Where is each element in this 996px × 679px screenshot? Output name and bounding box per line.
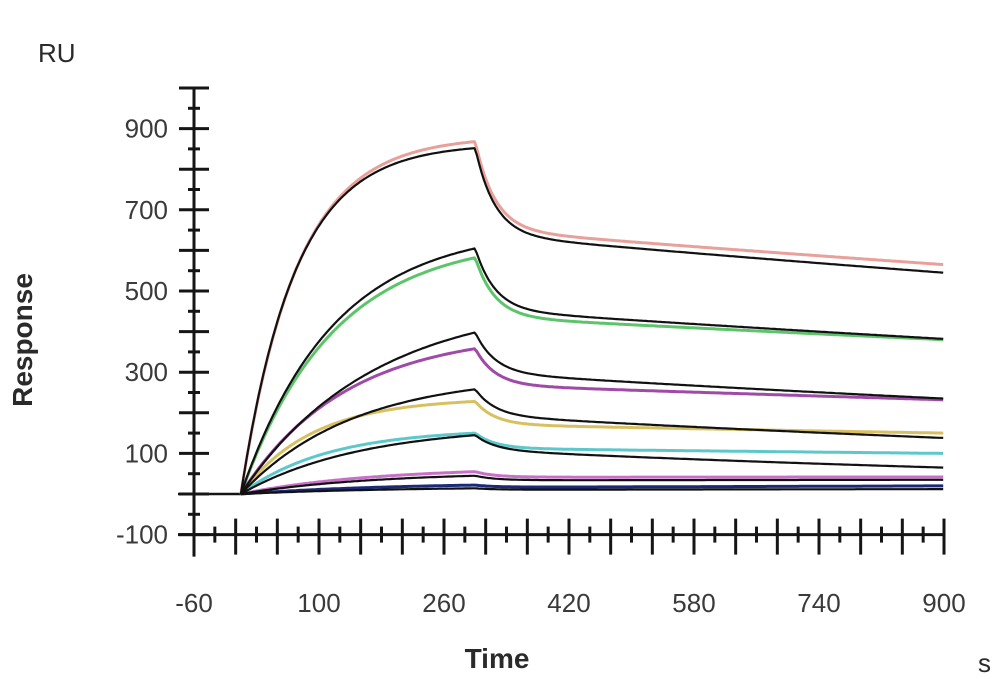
y-tick-label: 500	[125, 276, 168, 306]
y-tick-label: 300	[125, 357, 168, 387]
series-line-conc-7-data	[240, 483, 944, 496]
y-tick-label: 100	[125, 438, 168, 468]
x-axis-title: Time	[465, 643, 530, 674]
x-tick-label: 580	[672, 588, 715, 618]
y-tick-label: -100	[116, 520, 168, 550]
y-axis-title: Response	[7, 273, 38, 407]
y-tick-label: 700	[125, 195, 168, 225]
series-line-conc-5-fit	[240, 434, 944, 495]
series-line-conc-3-fit	[239, 331, 944, 495]
y-tick-label: 900	[125, 114, 168, 144]
x-tick-label: 900	[922, 588, 965, 618]
x-tick-label: 260	[422, 588, 465, 618]
series-line-conc-6-fit	[240, 474, 944, 496]
y-unit-label: RU	[38, 38, 76, 68]
x-tick-label: -60	[175, 588, 213, 618]
x-unit-label: s	[978, 648, 991, 678]
series-line-conc-1-data	[239, 140, 944, 495]
axes: -100 100 300 500 700 900 -60 100 260 420 580 740 900	[116, 86, 966, 618]
series-line-conc-4-fit	[240, 388, 944, 495]
series-line-conc-7-fit	[240, 487, 944, 496]
x-tick-label: 100	[297, 588, 340, 618]
x-tick-label: 740	[797, 588, 840, 618]
x-tick-label: 420	[547, 588, 590, 618]
series-line-conc-5-data	[239, 431, 944, 496]
series-line-conc-1-fit	[239, 147, 944, 495]
curves	[239, 140, 944, 496]
series-line-conc-6-data	[240, 470, 944, 496]
series-line-conc-3-data	[239, 347, 944, 495]
series-line-conc-2-data	[239, 256, 944, 495]
series-line-conc-2-fit	[239, 247, 944, 495]
